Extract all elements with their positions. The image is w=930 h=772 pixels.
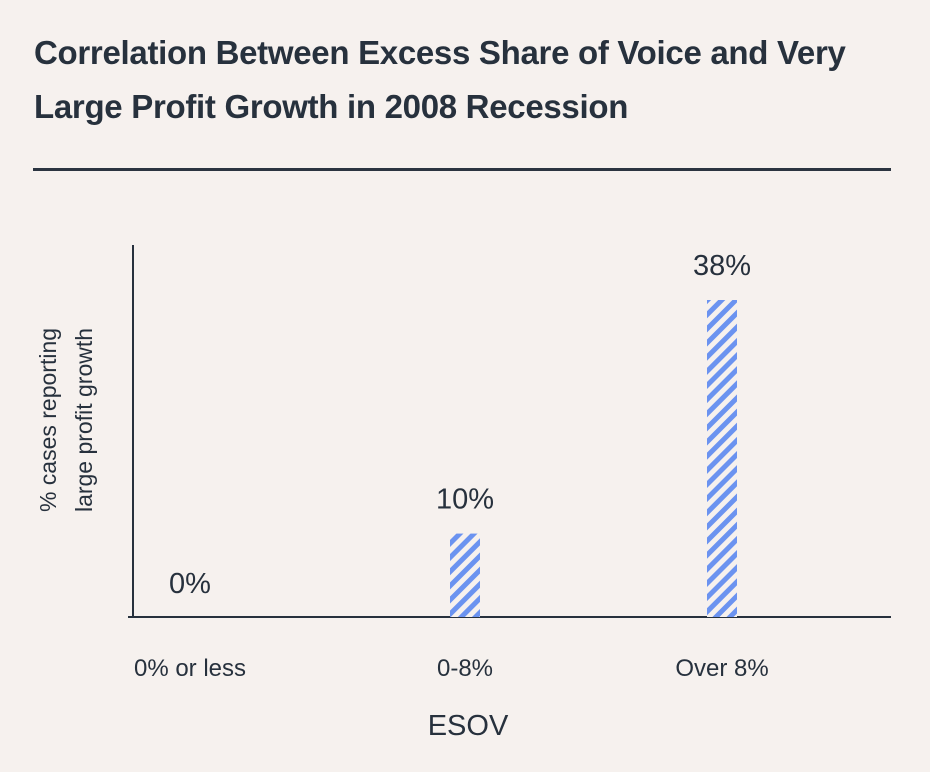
data-label-0: 0% <box>169 568 211 600</box>
x-tick-label-1: 0-8% <box>437 655 493 682</box>
x-tick-label-0: 0% or less <box>134 655 246 682</box>
x-axis-label: ESOV <box>428 710 509 742</box>
title-divider <box>33 168 891 171</box>
y-axis-label-line2: large profit growth <box>71 328 97 512</box>
x-tick-label-2: Over 8% <box>675 655 768 682</box>
data-label-1: 10% <box>436 484 494 516</box>
chart-title: Correlation Between Excess Share of Voic… <box>34 34 846 125</box>
bar-1 <box>450 533 480 617</box>
y-axis-label-line1: % cases reporting <box>35 328 61 512</box>
data-label-2: 38% <box>693 250 751 282</box>
bar-2 <box>707 300 737 617</box>
